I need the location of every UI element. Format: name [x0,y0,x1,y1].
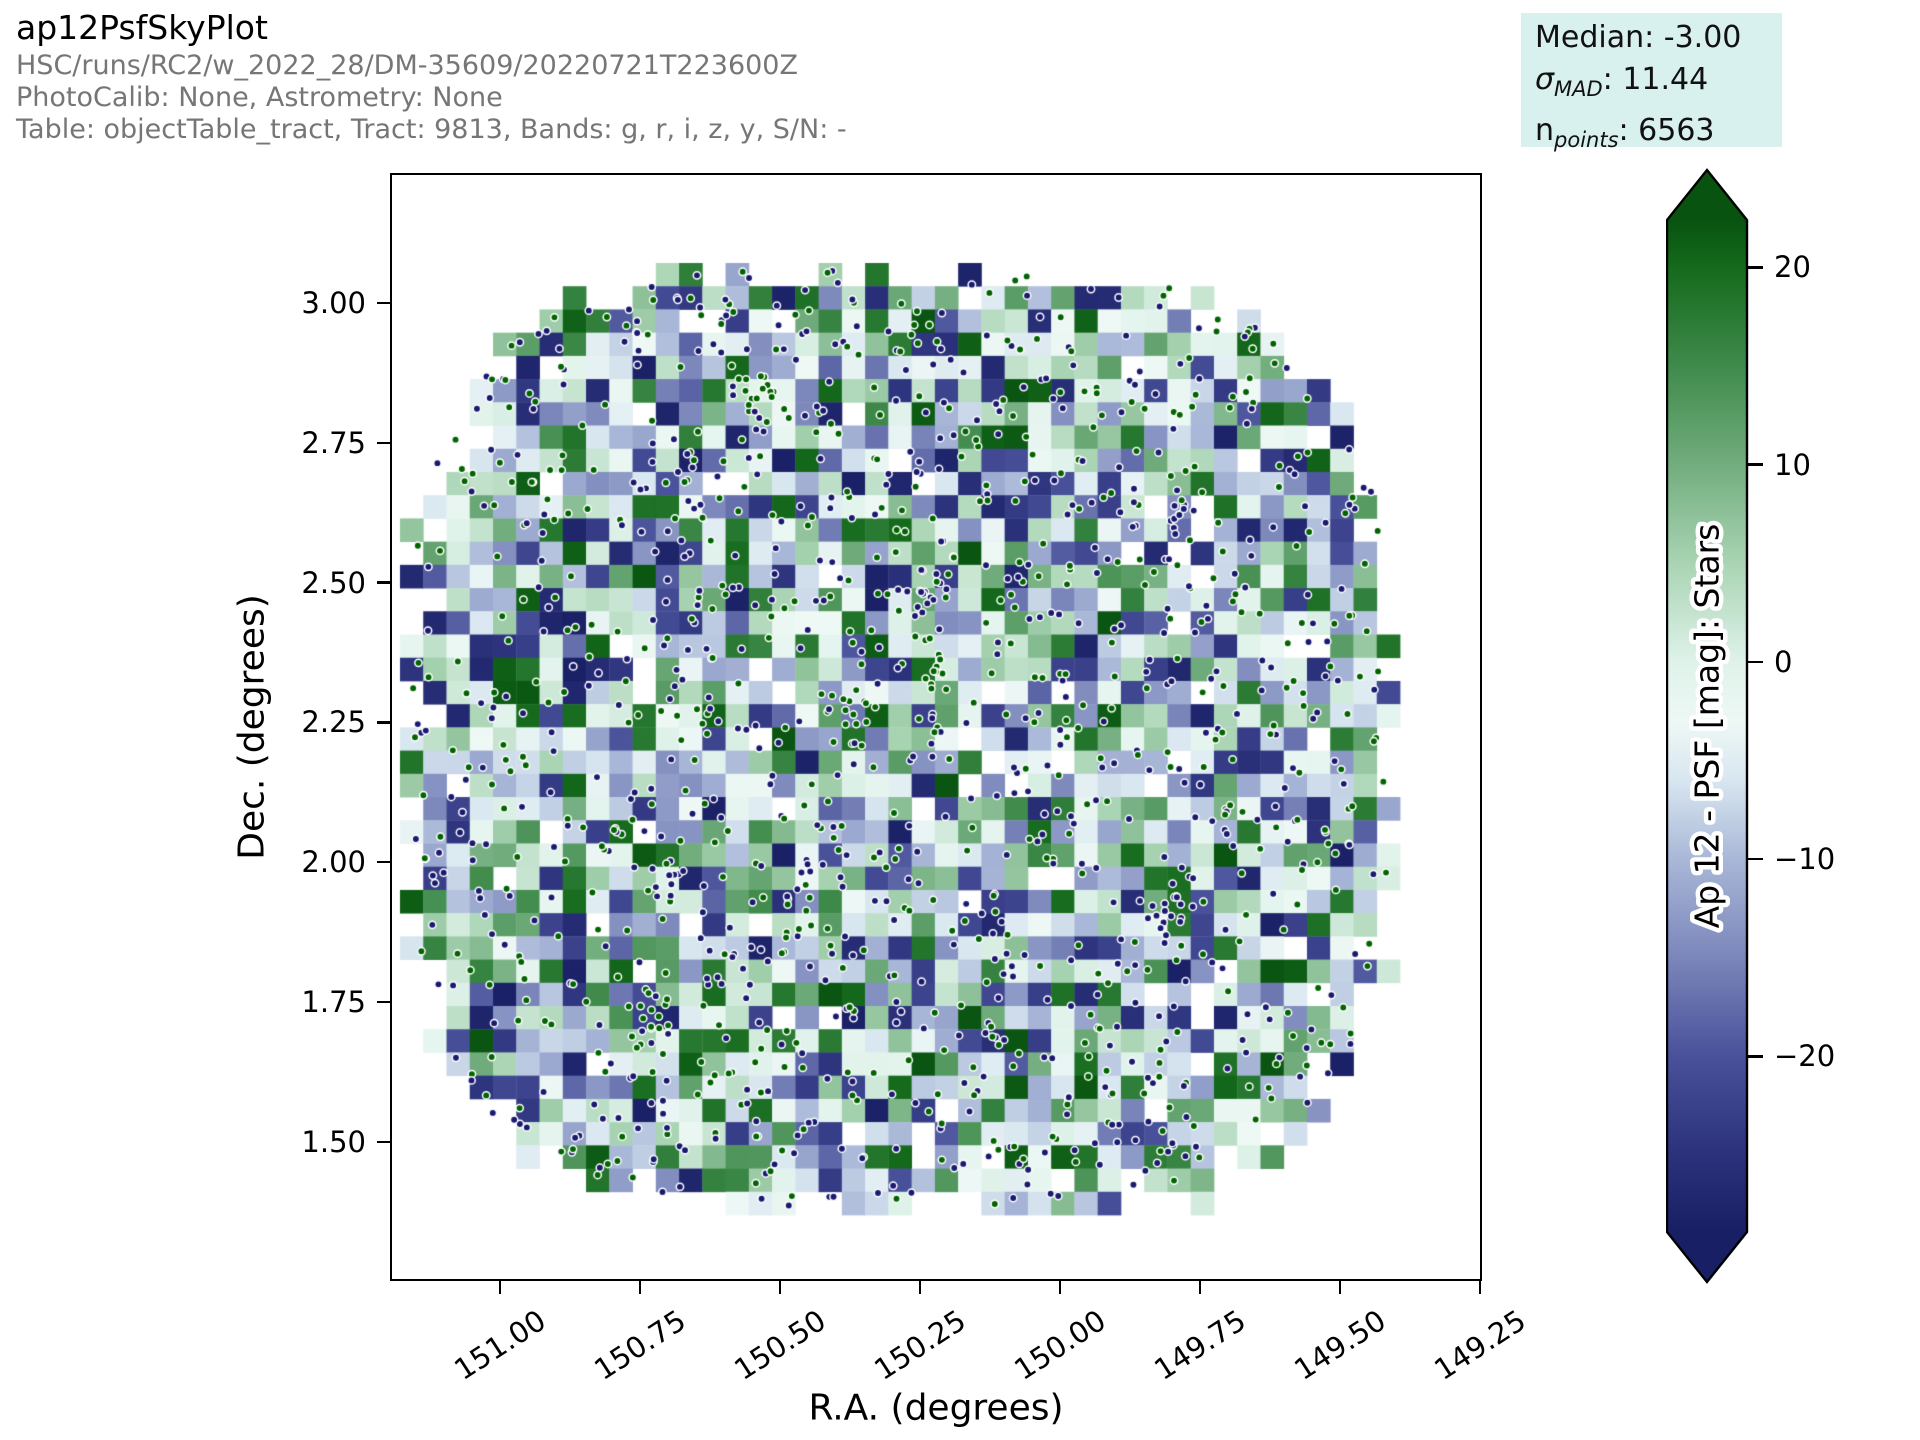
y-tick-mark [377,441,390,445]
x-tick-label: 150.25 [868,1303,972,1387]
stats-box: Median: -3.00 σMAD: 11.44 npoints: 6563 [1521,13,1782,152]
y-axis-label: Dec. (degrees) [231,594,273,860]
sigma-symbol: σ [1535,62,1555,97]
n-symbol: n [1535,113,1555,148]
npoints-stat: npoints: 6563 [1535,110,1782,161]
colorbar-tick-label: 20 [1774,250,1811,285]
colorbar-tick-label: −10 [1774,842,1836,877]
x-tick-label: 150.75 [588,1303,692,1387]
y-tick-mark [377,861,390,864]
y-tick-mark [377,581,390,584]
x-tick-mark [638,1281,642,1294]
colorbar-tick-mark [1748,857,1763,861]
x-tick-label: 150.50 [728,1303,832,1387]
y-tick-label: 1.75 [301,985,366,1020]
x-tick-mark [1198,1281,1202,1294]
y-tick-label: 2.00 [301,845,366,880]
sigma-value: : 11.44 [1602,62,1709,97]
sigma-mad-stat: σMAD: 11.44 [1535,59,1782,110]
y-tick-mark [377,721,390,724]
x-tick-mark [498,1281,502,1294]
y-tick-label: 2.50 [301,565,366,600]
x-axis-label: R.A. (degrees) [808,1387,1064,1429]
colorbar-gradient-bar [1665,168,1749,1284]
y-tick-label: 3.00 [301,286,366,321]
plot-frame [390,173,1482,1281]
median-value: Median: -3.00 [1535,20,1742,55]
y-tick-label: 2.75 [301,425,366,460]
colorbar-tick-mark [1748,1055,1763,1058]
y-tick-label: 1.50 [301,1124,366,1159]
run-collection-line: HSC/runs/RC2/w_2022_28/DM-35609/20220721… [16,50,798,81]
x-tick-label: 149.25 [1428,1303,1532,1387]
colorbar-tick-label: −20 [1774,1039,1836,1074]
x-tick-mark [1338,1281,1342,1294]
x-tick-label: 151.00 [448,1303,552,1387]
x-tick-label: 150.00 [1008,1303,1112,1387]
x-tick-mark [918,1281,922,1294]
y-tick-mark [377,301,390,305]
y-tick-mark [377,1000,390,1004]
x-tick-mark [778,1281,782,1294]
colorbar-tick-mark [1748,660,1763,664]
colorbar-tick-label: 0 [1774,644,1793,679]
plot-title: ap12PsfSkyPlot [16,8,268,47]
sigma-subscript: MAD [1554,77,1603,101]
colorbar-tick-mark [1748,463,1763,466]
n-value: : 6563 [1618,113,1715,148]
x-tick-label: 149.75 [1148,1303,1252,1387]
x-tick-mark [1058,1281,1062,1294]
x-tick-mark [1478,1281,1482,1294]
title-block: ap12PsfSkyPlot HSC/runs/RC2/w_2022_28/DM… [16,6,847,146]
colorbar: Ap 12 - PSF [mag]: Stars [1665,168,1796,1292]
calibration-line: PhotoCalib: None, Astrometry: None [16,82,503,113]
x-tick-label: 149.50 [1288,1303,1392,1387]
n-subscript: points [1554,128,1619,152]
y-tick-mark [377,1140,390,1144]
sky-plot-canvas [390,173,1482,1281]
colorbar-tick-label: 10 [1774,447,1811,482]
y-tick-label: 2.25 [301,705,366,740]
table-info-line: Table: objectTable_tract, Tract: 9813, B… [16,114,847,145]
median-stat: Median: -3.00 [1535,17,1782,59]
colorbar-label: Ap 12 - PSF [mag]: Stars [1688,524,1727,929]
colorbar-tick-mark [1748,266,1763,269]
